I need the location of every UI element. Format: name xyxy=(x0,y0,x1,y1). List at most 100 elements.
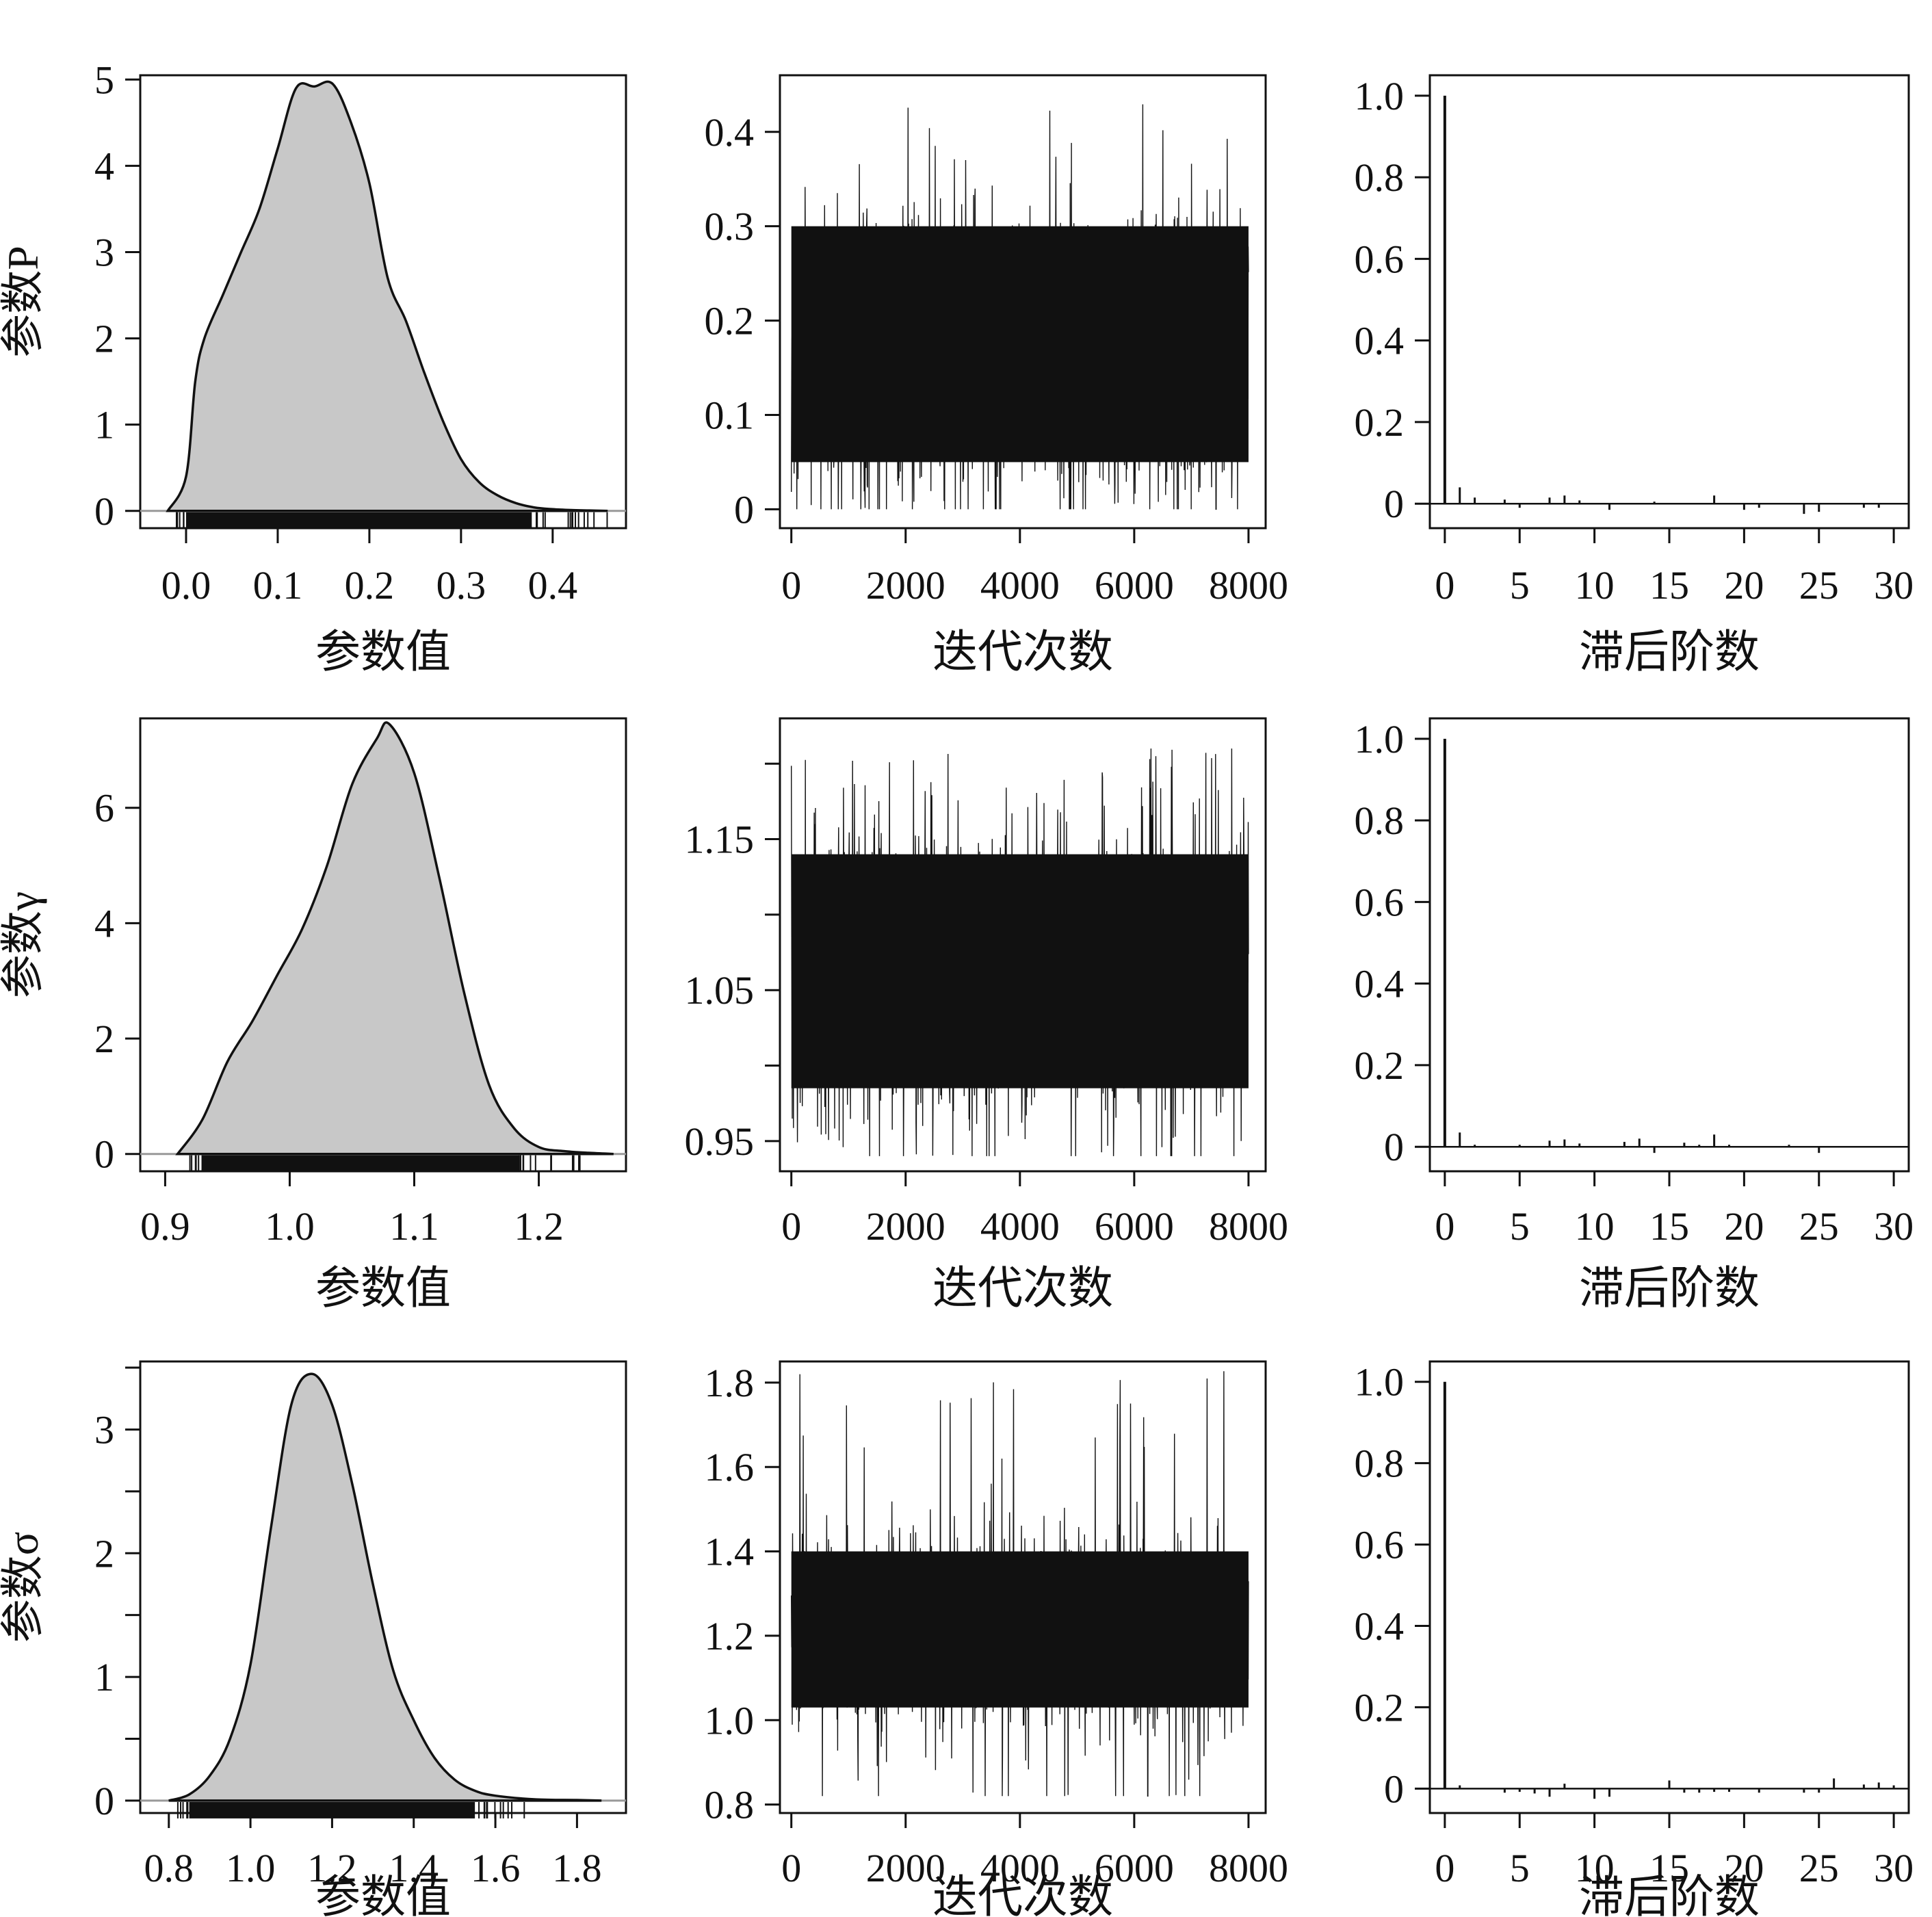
x-tick-label: 4000 xyxy=(980,563,1060,608)
trace-core xyxy=(791,1551,1249,1708)
x-tick-label: 30 xyxy=(1874,1846,1914,1890)
x-tick-label: 0 xyxy=(781,1204,801,1249)
y-tick-label: 1.2 xyxy=(705,1614,755,1658)
x-tick-label: 1.0 xyxy=(226,1846,276,1890)
y-tick-label: 1.0 xyxy=(1355,1360,1405,1405)
y-tick-label: 0.8 xyxy=(705,1783,755,1827)
x-tick-label: 0.1 xyxy=(253,563,303,608)
x-tick-label: 0 xyxy=(1435,1846,1454,1890)
y-tick-label: 0 xyxy=(94,1779,114,1823)
x-axis-title: 迭代次数 xyxy=(932,1264,1113,1314)
x-axis-title: 滞后阶数 xyxy=(1579,627,1760,677)
x-axis-title: 滞后阶数 xyxy=(1579,1264,1760,1314)
y-tick-label: 1 xyxy=(94,1655,114,1699)
x-tick-label: 1.2 xyxy=(307,1846,357,1890)
sigma-acf-panel: 0 0.2 0.4 0.6 0.8 1.0 0 5 10 15 20 25 30 滞后阶数 xyxy=(1355,1360,1914,1917)
y-tick-label: 6 xyxy=(94,786,114,831)
x-tick-label: 6000 xyxy=(1095,1204,1174,1249)
x-tick-label: 10 xyxy=(1575,1204,1615,1249)
density-area xyxy=(168,1372,602,1802)
x-tick-label: 6000 xyxy=(1095,563,1174,608)
density-area xyxy=(175,721,614,1156)
y-tick-label: 2 xyxy=(94,1017,114,1061)
y-tick-label: 2 xyxy=(94,317,114,361)
rug-dense xyxy=(185,512,532,529)
x-tick-label: 0.0 xyxy=(161,563,211,608)
trace-core xyxy=(791,854,1249,1088)
y-tick-label: 0.6 xyxy=(1355,1523,1405,1567)
x-tick-label: 15 xyxy=(1649,1204,1689,1249)
x-axis-title: 参数值 xyxy=(315,1873,451,1917)
x-tick-label: 20 xyxy=(1724,1846,1764,1890)
y-tick-label: 0 xyxy=(1384,482,1404,526)
plot-frame xyxy=(1428,1360,1910,1814)
row-title: 参数σ xyxy=(0,1532,47,1643)
x-tick-label: 20 xyxy=(1724,563,1764,608)
y-tick-label: 0.6 xyxy=(1355,880,1405,924)
x-tick-label: 15 xyxy=(1649,1846,1689,1890)
x-tick-label: 0 xyxy=(1435,563,1454,608)
gamma-acf-panel: 0 0.2 0.4 0.6 0.8 1.0 0 5 10 15 20 25 30 滞后阶数 xyxy=(1355,717,1914,1314)
y-tick-label: 1.4 xyxy=(705,1530,755,1574)
x-tick-label: 30 xyxy=(1874,563,1914,608)
y-tick-label: 1.0 xyxy=(705,1698,755,1743)
x-axis-title: 滞后阶数 xyxy=(1579,1873,1760,1917)
sigma-trace-panel: 0.8 1.0 1.2 1.4 1.6 1.8 0 2000 4000 6000 8000 迭代次数 xyxy=(705,1360,1288,1917)
row-title: 参数γ xyxy=(0,891,47,998)
y-tick-label: 0.8 xyxy=(1355,1442,1405,1486)
x-tick-label: 1.8 xyxy=(552,1846,602,1890)
y-tick-label: 0 xyxy=(1384,1125,1404,1169)
y-tick-label: 0.2 xyxy=(1355,400,1405,445)
y-tick-label: 0.8 xyxy=(1355,155,1405,200)
y-tick-label: 0.4 xyxy=(1355,319,1405,363)
x-axis-title: 迭代次数 xyxy=(932,1873,1113,1917)
row-title: 参数P xyxy=(0,246,47,358)
x-tick-label: 2000 xyxy=(866,1846,945,1890)
plot-frame xyxy=(1428,74,1910,530)
x-tick-label: 6000 xyxy=(1095,1846,1174,1890)
P-trace-panel: 0 0.1 0.2 0.3 0.4 0 2000 4000 6000 8000 迭代次数 xyxy=(705,74,1288,677)
plot-frame xyxy=(779,74,1267,530)
plot-frame xyxy=(1428,717,1910,1173)
y-tick-label: 0.4 xyxy=(1355,1604,1405,1648)
y-tick-label: 0.2 xyxy=(1355,1043,1405,1088)
plot-frame xyxy=(779,1360,1267,1814)
x-tick-label: 20 xyxy=(1724,1204,1764,1249)
y-tick-label: 1.0 xyxy=(1355,74,1405,118)
x-tick-label: 25 xyxy=(1799,1204,1839,1249)
y-tick-label: 0.8 xyxy=(1355,798,1405,843)
gamma-trace-panel: 0.95 1.05 1.15 0 2000 4000 6000 8000 迭代次数 xyxy=(685,717,1288,1314)
x-tick-label: 25 xyxy=(1799,1846,1839,1890)
rug-dense xyxy=(189,1801,474,1818)
x-tick-label: 5 xyxy=(1510,1204,1530,1249)
x-tick-label: 25 xyxy=(1799,563,1839,608)
y-tick-label: 0 xyxy=(94,489,114,534)
x-tick-label: 8000 xyxy=(1209,563,1288,608)
x-tick-label: 0 xyxy=(1435,1204,1454,1249)
plot-frame xyxy=(779,717,1267,1173)
y-tick-label: 3 xyxy=(94,230,114,274)
x-tick-label: 10 xyxy=(1575,563,1615,608)
y-tick-label: 5 xyxy=(94,57,114,102)
y-tick-label: 0.95 xyxy=(685,1119,755,1164)
x-axis-title: 参数值 xyxy=(315,1264,451,1314)
y-tick-label: 1.05 xyxy=(685,968,755,1013)
x-tick-label: 1.4 xyxy=(389,1846,439,1890)
trace-core xyxy=(791,226,1249,462)
y-tick-label: 0.1 xyxy=(705,393,755,438)
x-tick-label: 30 xyxy=(1874,1204,1914,1249)
y-tick-label: 0.4 xyxy=(705,110,755,155)
y-tick-label: 0 xyxy=(94,1132,114,1177)
y-tick-label: 1.0 xyxy=(1355,717,1405,761)
x-tick-label: 5 xyxy=(1510,1846,1530,1890)
rug-dense xyxy=(203,1155,519,1172)
x-tick-label: 0.4 xyxy=(528,563,578,608)
gamma-density-panel: 0 2 4 6 0.9 1.0 1.1 1.2 参数值 参数γ xyxy=(0,717,627,1314)
x-tick-label: 0.2 xyxy=(345,563,395,608)
x-tick-label: 10 xyxy=(1575,1846,1615,1890)
x-tick-label: 15 xyxy=(1649,563,1689,608)
y-tick-label: 0.2 xyxy=(1355,1685,1405,1730)
x-tick-label: 1.0 xyxy=(265,1204,315,1249)
y-tick-label: 1.6 xyxy=(705,1445,755,1489)
